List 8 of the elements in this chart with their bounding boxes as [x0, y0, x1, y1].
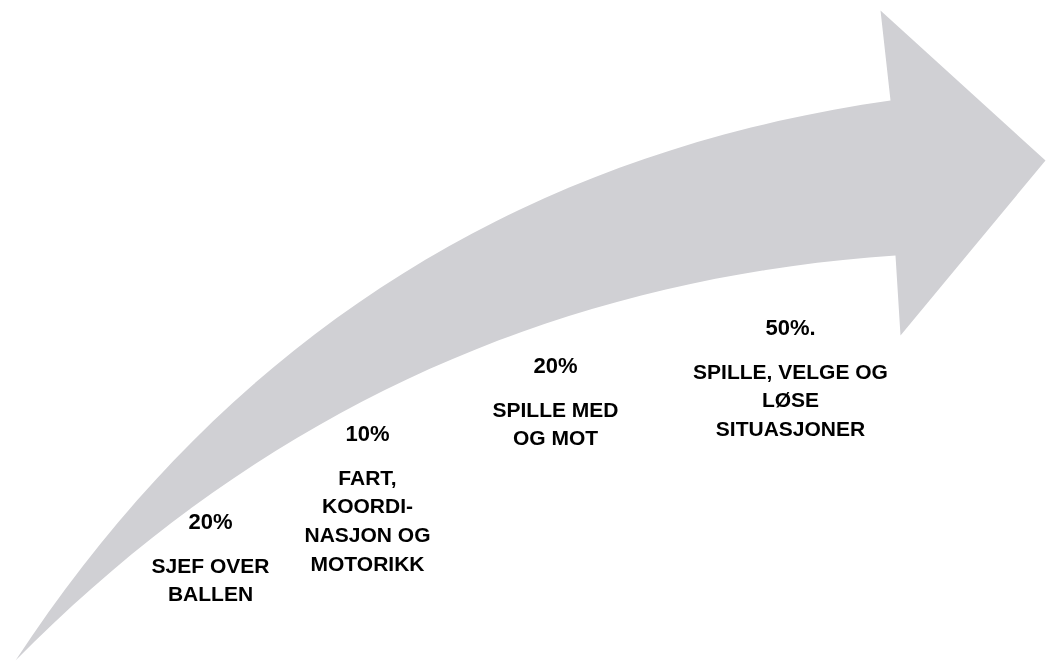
category-label: SPILLE MED OG MOT [492, 397, 619, 450]
category-label: FART, KOORDI- NASJON OG MOTORIKK [304, 465, 431, 575]
data-label: 10% [345, 420, 390, 446]
data-label: 20% [188, 508, 233, 534]
data-label: 50%. [765, 314, 816, 340]
category-label: SJEF OVER BALLEN [151, 553, 270, 606]
category-label: SPILLE, VELGE OG LØSE SITUASJONER [693, 359, 888, 440]
data-label: 20% [533, 352, 578, 378]
